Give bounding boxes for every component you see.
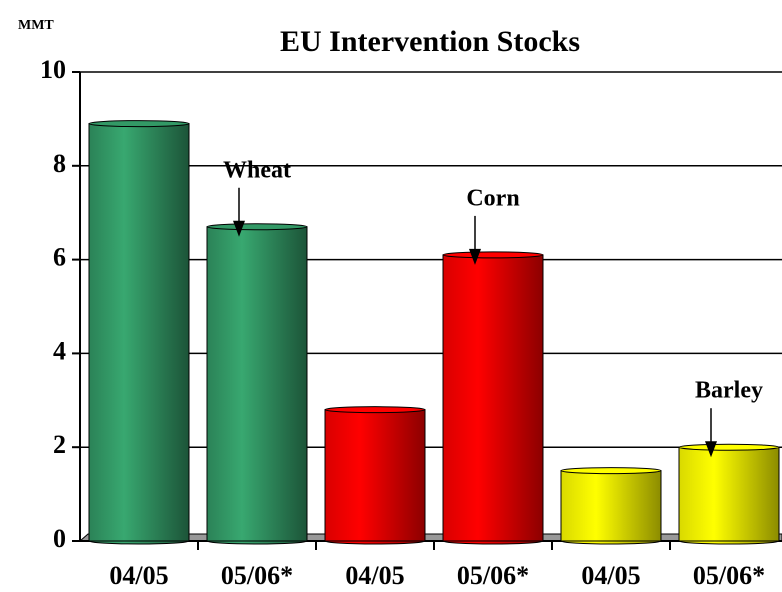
bar-top: [206, 223, 308, 231]
series-label: Corn: [466, 185, 519, 211]
bar: [678, 446, 780, 542]
x-tick-label: 04/05: [345, 561, 404, 590]
x-tick-label: 05/06*: [457, 561, 529, 590]
bar: [324, 409, 426, 542]
y-tick-label: 10: [40, 55, 66, 84]
series-label: Wheat: [223, 157, 291, 183]
bar: [560, 470, 662, 542]
y-tick-label: 0: [53, 524, 66, 553]
y-tick-label: 2: [53, 430, 66, 459]
chart-title: EU Intervention Stocks: [280, 25, 580, 58]
arrow-head: [705, 441, 717, 458]
x-tick-label: 05/06*: [221, 561, 293, 590]
x-tick-label: 04/05: [109, 561, 168, 590]
bar-top: [560, 467, 662, 475]
y-tick-label: 4: [53, 336, 66, 365]
x-tick-label: 04/05: [581, 561, 640, 590]
y-tick-label: 6: [53, 243, 66, 272]
series-label: Barley: [695, 378, 763, 404]
bar-top: [678, 443, 780, 451]
bar-top: [324, 406, 426, 414]
bar-top: [442, 251, 544, 259]
bar: [88, 123, 190, 542]
y-tick-label: 8: [53, 149, 66, 178]
bar: [442, 254, 544, 542]
arrow-head: [469, 248, 481, 265]
bar-top: [88, 120, 190, 128]
bar: [206, 226, 308, 542]
arrow-head: [233, 220, 245, 237]
x-tick-label: 05/06*: [693, 561, 765, 590]
y-axis-label: MMT: [18, 18, 54, 33]
